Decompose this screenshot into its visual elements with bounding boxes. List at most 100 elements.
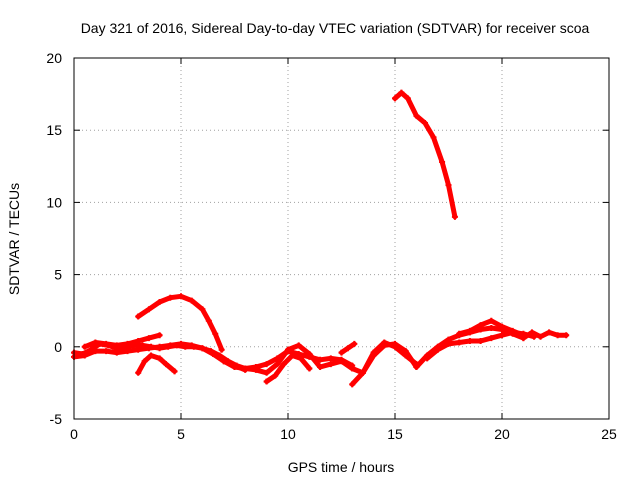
data-point bbox=[231, 364, 238, 371]
data-point bbox=[199, 345, 206, 352]
data-point bbox=[135, 346, 142, 353]
series-track-e bbox=[135, 293, 225, 353]
data-point bbox=[124, 340, 131, 347]
series-track-i bbox=[338, 340, 358, 356]
data-point bbox=[218, 346, 225, 353]
data-point bbox=[359, 369, 366, 376]
data-point bbox=[263, 369, 270, 376]
chart-title: Day 321 of 2016, Sidereal Day-to-day VTE… bbox=[81, 20, 590, 36]
data-point bbox=[285, 346, 291, 353]
data-point bbox=[297, 355, 304, 362]
data-point bbox=[537, 333, 544, 340]
data-point bbox=[81, 343, 88, 350]
data-point bbox=[413, 364, 420, 371]
data-point bbox=[317, 364, 324, 371]
series-line bbox=[135, 293, 225, 353]
plot-frame bbox=[73, 57, 610, 420]
y-tick-label: 0 bbox=[54, 339, 62, 355]
axis-ticks: 0 5 10 15 20 25 -5 0 5 10 15 20 bbox=[46, 50, 617, 442]
data-point bbox=[445, 340, 452, 347]
data-point bbox=[280, 361, 287, 368]
data-point bbox=[263, 361, 270, 368]
data-point bbox=[421, 119, 428, 126]
y-axis-label: SDTVAR / TECUs bbox=[6, 183, 22, 295]
data-point bbox=[520, 335, 527, 342]
data-point bbox=[135, 313, 142, 320]
data-point bbox=[81, 352, 88, 359]
data-point bbox=[392, 340, 398, 347]
data-point bbox=[404, 95, 411, 102]
data-point bbox=[306, 365, 313, 372]
data-point bbox=[220, 358, 227, 365]
y-tick-label: 10 bbox=[46, 194, 62, 210]
y-tick-label: 15 bbox=[46, 122, 62, 138]
data-point bbox=[499, 332, 505, 339]
data-point bbox=[163, 361, 170, 368]
data-point bbox=[499, 323, 505, 330]
data-point bbox=[351, 340, 358, 347]
grid-lines bbox=[74, 58, 609, 419]
series-line bbox=[135, 353, 178, 376]
data-point bbox=[92, 339, 99, 346]
data-point bbox=[145, 335, 152, 342]
data-point bbox=[156, 355, 163, 362]
data-point bbox=[456, 339, 463, 346]
y-tick-label: 5 bbox=[54, 267, 62, 283]
data-point bbox=[156, 299, 163, 306]
data-point bbox=[210, 351, 217, 358]
data-point bbox=[392, 95, 398, 102]
series-track-h bbox=[263, 352, 313, 385]
data-point bbox=[263, 378, 270, 385]
x-tick-label: 15 bbox=[387, 426, 403, 442]
data-point bbox=[344, 345, 351, 352]
data-point bbox=[178, 340, 184, 347]
x-tick-label: 10 bbox=[280, 426, 296, 442]
data-point bbox=[274, 361, 281, 368]
data-point bbox=[135, 338, 142, 345]
data-point bbox=[178, 293, 184, 300]
data-point bbox=[272, 372, 279, 379]
data-point bbox=[327, 361, 334, 368]
data-point bbox=[424, 355, 431, 362]
data-point bbox=[439, 158, 446, 165]
data-point bbox=[466, 338, 473, 345]
data-point bbox=[456, 330, 463, 337]
data-point bbox=[546, 329, 553, 336]
data-point bbox=[205, 317, 212, 324]
data-point bbox=[141, 358, 148, 365]
data-point bbox=[327, 355, 334, 362]
series-track-o bbox=[520, 329, 570, 342]
data-series bbox=[71, 89, 570, 388]
data-point bbox=[212, 330, 219, 337]
data-point bbox=[488, 325, 495, 332]
data-point bbox=[124, 348, 131, 355]
data-point bbox=[563, 332, 570, 339]
data-point bbox=[103, 340, 110, 347]
data-point bbox=[349, 381, 356, 388]
data-point bbox=[349, 365, 356, 372]
data-point bbox=[528, 329, 535, 336]
x-tick-label: 20 bbox=[494, 426, 510, 442]
x-tick-label: 5 bbox=[177, 426, 185, 442]
data-point bbox=[103, 348, 110, 355]
data-point bbox=[167, 342, 174, 349]
data-point bbox=[167, 294, 174, 301]
data-point bbox=[398, 89, 405, 96]
data-point bbox=[434, 346, 441, 353]
data-point bbox=[381, 342, 388, 349]
data-point bbox=[113, 349, 120, 356]
data-point bbox=[317, 356, 324, 363]
data-point bbox=[477, 322, 484, 329]
data-point bbox=[306, 351, 313, 358]
x-axis-label: GPS time / hours bbox=[288, 459, 395, 475]
data-point bbox=[289, 352, 296, 359]
series-track-c bbox=[81, 332, 163, 350]
series-track-k bbox=[392, 89, 458, 220]
series-line bbox=[392, 90, 458, 220]
series-line bbox=[349, 341, 419, 387]
data-point bbox=[430, 134, 437, 141]
data-point bbox=[413, 112, 420, 119]
data-point bbox=[188, 342, 195, 349]
data-point bbox=[199, 306, 206, 313]
data-point bbox=[242, 365, 249, 372]
